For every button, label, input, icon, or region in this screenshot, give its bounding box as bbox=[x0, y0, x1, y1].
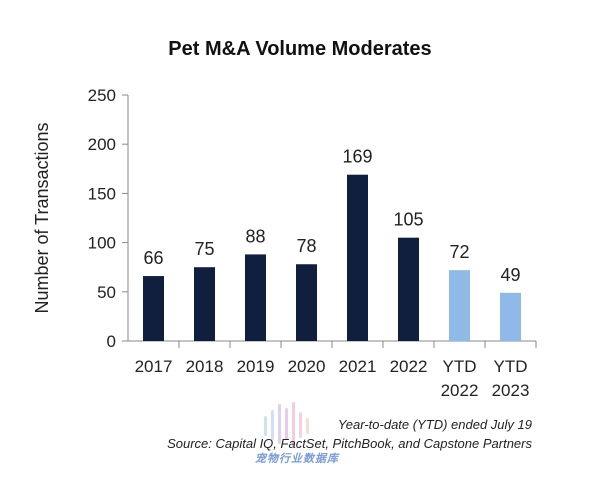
x-tick-label: YTD bbox=[494, 357, 528, 376]
x-tick-label: 2021 bbox=[339, 357, 377, 376]
watermark-text: 宠物行业数据库 bbox=[255, 453, 339, 465]
x-tick-label: 2017 bbox=[135, 357, 173, 376]
x-tick-label: 2019 bbox=[237, 357, 275, 376]
bar bbox=[296, 264, 317, 341]
chart-title: Pet M&A Volume Moderates bbox=[168, 38, 432, 60]
bar bbox=[398, 237, 419, 341]
data-label: 66 bbox=[143, 248, 163, 268]
bar bbox=[194, 267, 215, 341]
y-tick-label: 0 bbox=[107, 332, 116, 351]
bar bbox=[500, 292, 521, 341]
y-tick-label: 200 bbox=[88, 135, 116, 154]
bar bbox=[245, 254, 266, 341]
y-axis-label: Number of Transactions bbox=[32, 122, 52, 313]
data-label: 49 bbox=[500, 265, 520, 285]
data-label: 88 bbox=[245, 226, 265, 246]
x-tick-label: 2018 bbox=[186, 357, 224, 376]
x-tick-label: 2022 bbox=[390, 357, 428, 376]
data-label: 169 bbox=[342, 147, 372, 167]
x-tick-label: 2020 bbox=[288, 357, 326, 376]
y-tick-label: 150 bbox=[88, 184, 116, 203]
bar bbox=[347, 174, 368, 341]
bar bbox=[143, 276, 164, 341]
x-tick-label: 2023 bbox=[492, 381, 530, 400]
data-label: 78 bbox=[296, 236, 316, 256]
axes: 0 50 100 150 200 250 Number of Transactions bbox=[32, 86, 537, 351]
watermark-logo bbox=[264, 402, 309, 446]
bars bbox=[143, 174, 521, 341]
data-label: 72 bbox=[449, 242, 469, 262]
bar bbox=[449, 270, 470, 341]
footnote-source: Source: Capital IQ, FactSet, PitchBook, … bbox=[167, 436, 532, 451]
x-tick-label: 2022 bbox=[441, 381, 479, 400]
x-tick-label: YTD bbox=[443, 357, 477, 376]
y-tick-label: 250 bbox=[88, 86, 116, 105]
y-tick-label: 50 bbox=[97, 283, 116, 302]
data-label: 75 bbox=[194, 239, 214, 259]
data-label: 105 bbox=[393, 210, 423, 230]
labels: 66 2017 75 2018 88 2019 78 2020 169 2021 105 2022 72… bbox=[135, 147, 530, 400]
y-tick-label: 100 bbox=[88, 234, 116, 253]
footnote-ytd: Year-to-date (YTD) ended July 19 bbox=[337, 417, 532, 432]
